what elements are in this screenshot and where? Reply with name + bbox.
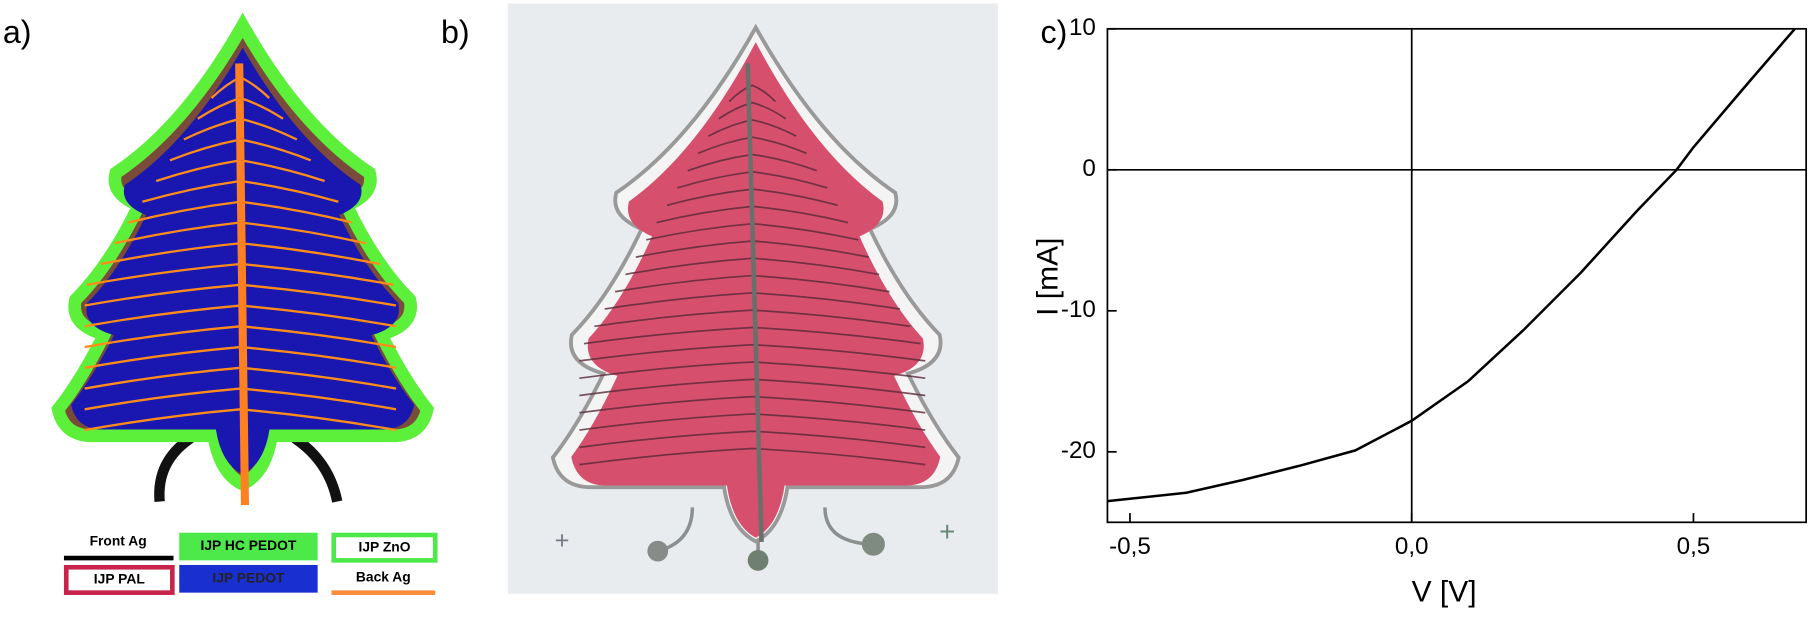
legend-label: IJP PEDOT [212, 569, 285, 585]
chart: V [V] I [mA] -0,5 0,0 0,5 -20 -10 0 10 [1032, 14, 1808, 609]
vein [697, 136, 807, 155]
svg-text:+: + [939, 516, 955, 547]
panel-label: c) [1041, 14, 1068, 50]
vein [579, 343, 926, 362]
x-axis-label: V [V] [1412, 576, 1477, 609]
y-tick-label: 10 [1069, 14, 1096, 41]
legend-label: Front Ag [90, 533, 147, 549]
y-axis-label: I [mA] [1032, 238, 1065, 316]
x-tick-label: 0,0 [1395, 533, 1429, 560]
vein [728, 84, 776, 103]
panel-label: a) [3, 14, 32, 50]
vein [579, 361, 926, 380]
vein [579, 413, 926, 431]
svg-text:+: + [555, 527, 570, 555]
vein [579, 447, 926, 466]
y-tick-label: 0 [1082, 155, 1095, 182]
y-tick-label: -20 [1061, 437, 1096, 464]
legend: Front Ag IJP HC PEDOT IJP ZnO IJP PAL IJ… [63, 533, 438, 595]
x-tick-label: -0,5 [1109, 533, 1151, 560]
vein [579, 395, 926, 414]
legend-label: Back Ag [356, 568, 411, 584]
legend-label: IJP PAL [94, 571, 146, 587]
vein [718, 101, 787, 120]
vein [708, 119, 797, 137]
x-tick-label: 0,5 [1677, 533, 1711, 560]
tree-diagram [58, 25, 427, 506]
device-photo: + + [507, 3, 998, 594]
vein [583, 326, 921, 345]
data-line [1107, 27, 1796, 503]
vein [579, 430, 926, 449]
vein [594, 309, 911, 328]
legend-label: IJP ZnO [358, 538, 410, 554]
legend-label: IJP HC PEDOT [201, 537, 297, 553]
panel-label: b) [441, 14, 470, 50]
vein [579, 378, 926, 397]
y-tick-label: -10 [1061, 296, 1096, 323]
